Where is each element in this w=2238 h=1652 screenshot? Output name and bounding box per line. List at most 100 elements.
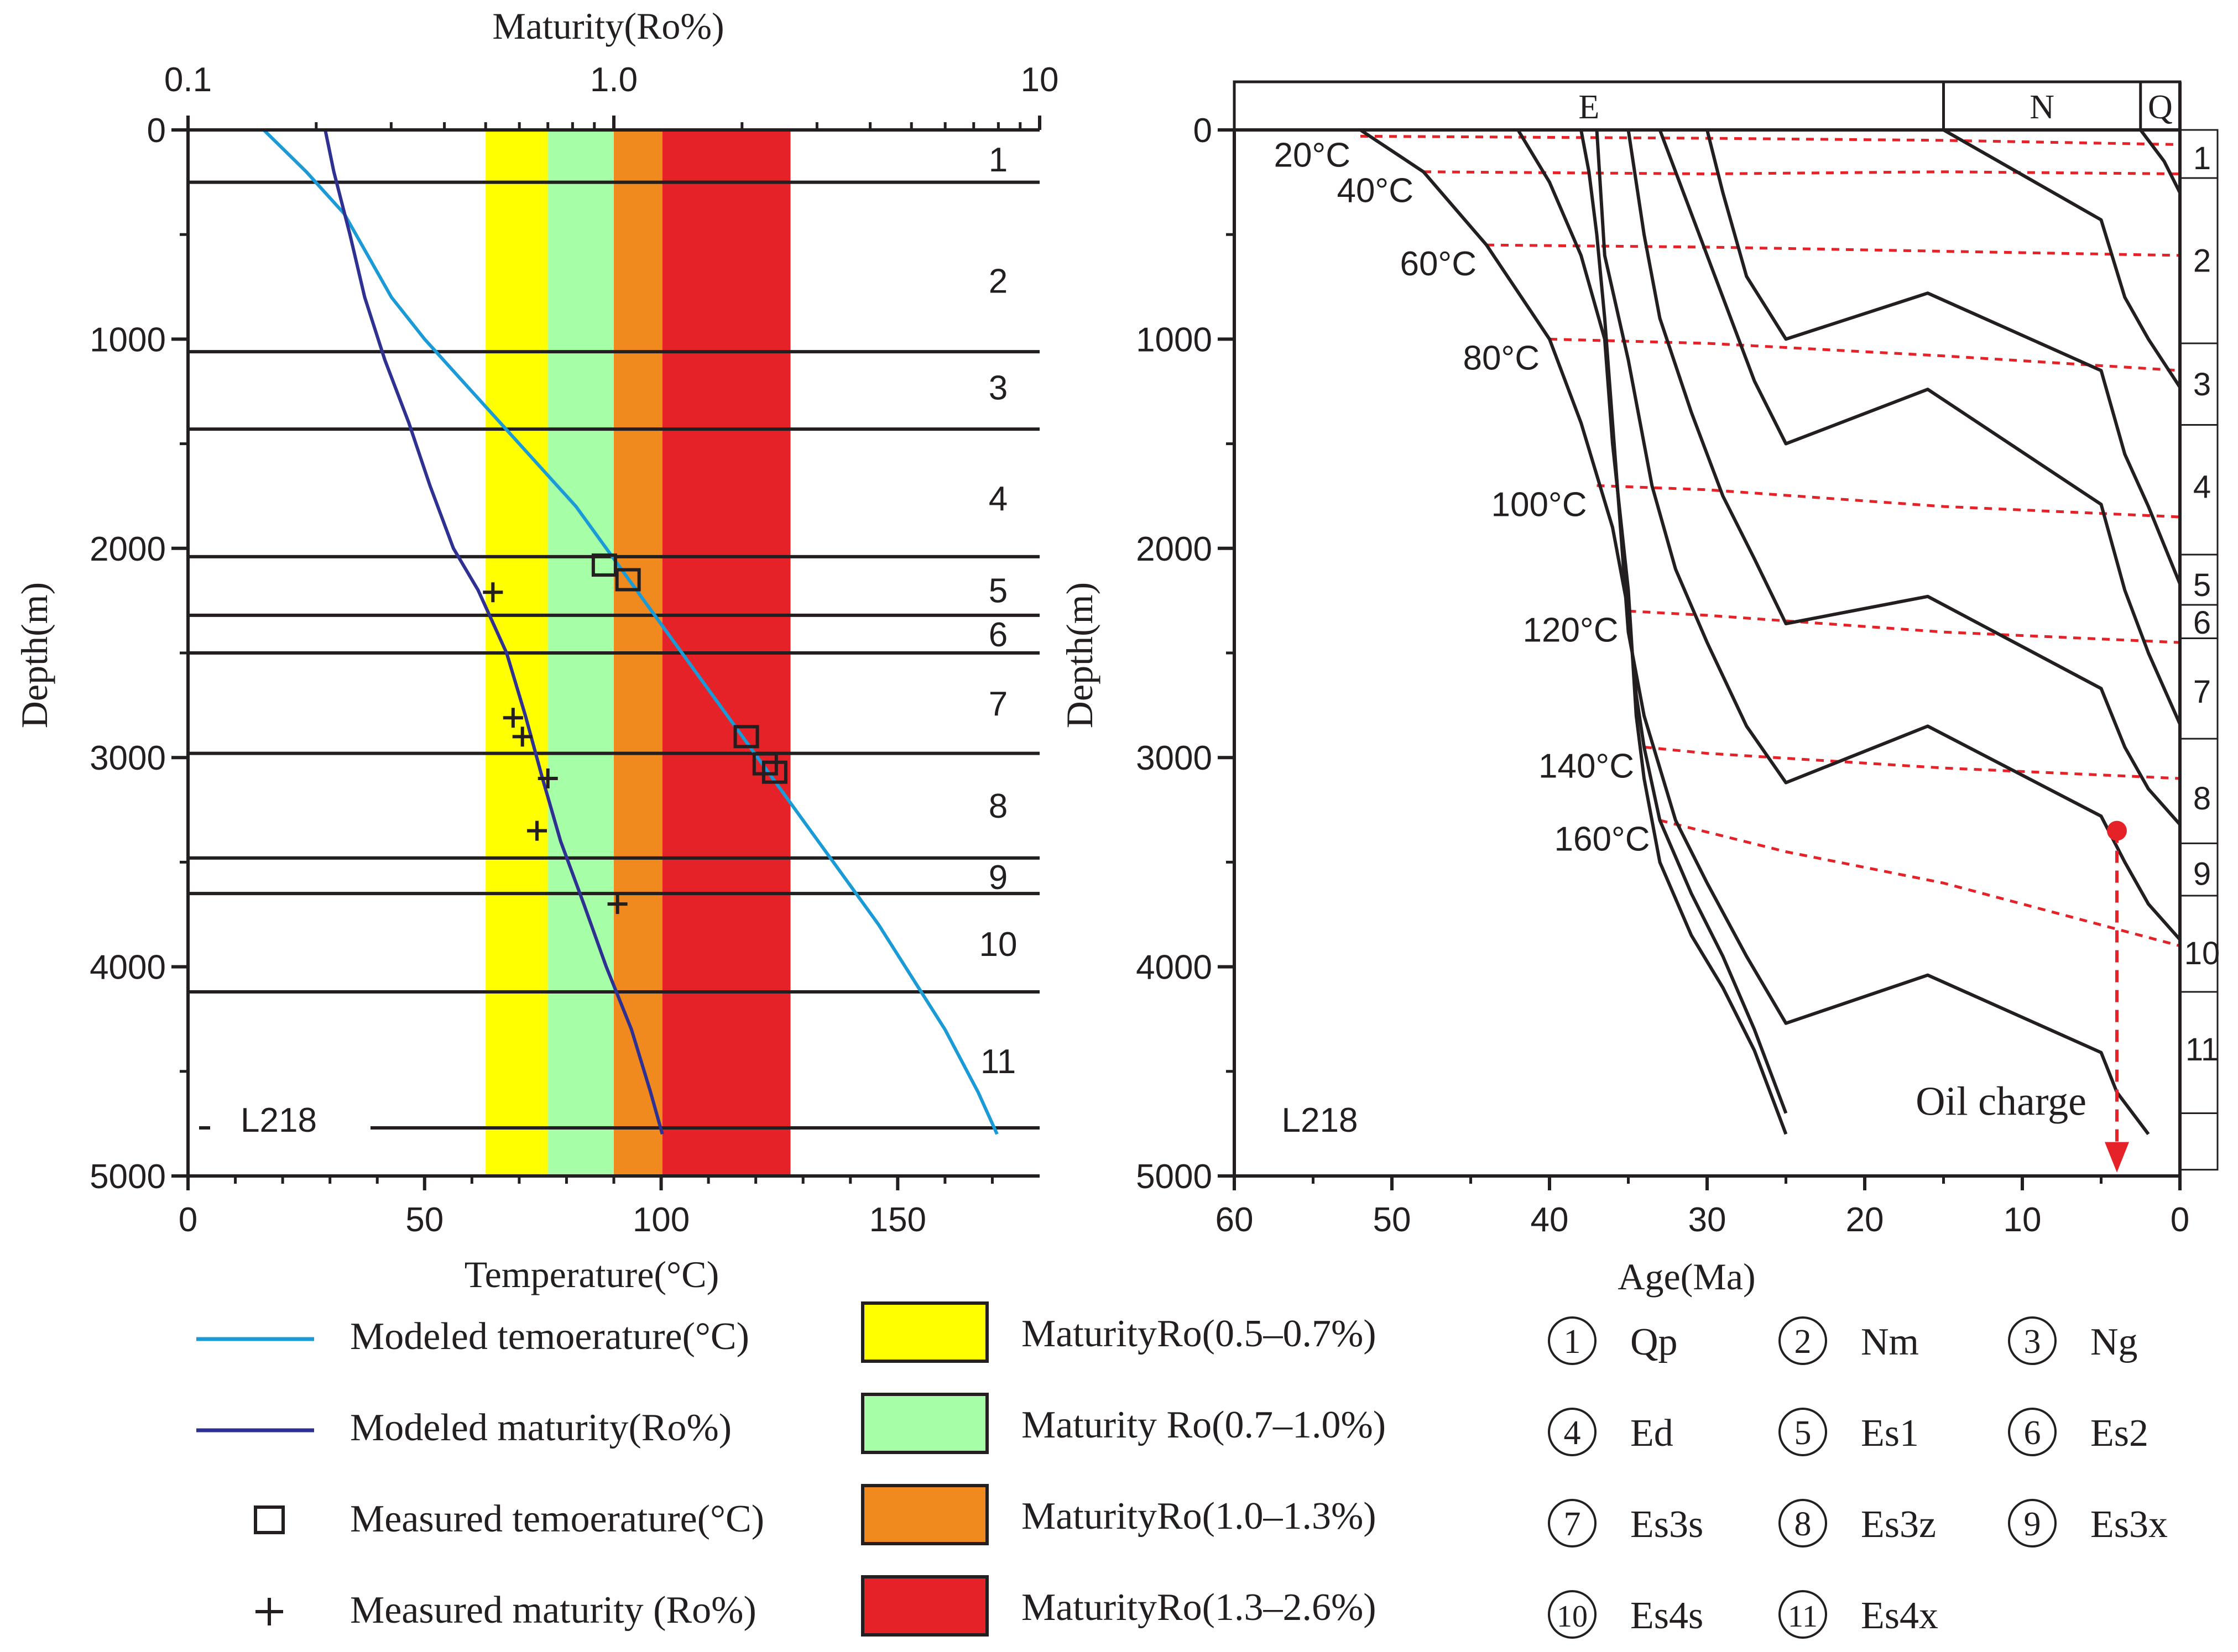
age-tick-label-50: 50 [1373,1201,1411,1239]
legend-formation-circle-2 [1778,1316,1827,1365]
legend-formation-name-11: Es4x [1861,1595,1938,1637]
measured-temperature-point-5 [761,760,787,784]
legend-formation-circle-6 [2008,1408,2057,1456]
legend-formation-circle-8 [1778,1499,1827,1548]
left-depth-axis-title: Depth(m) [13,582,55,728]
legend-formation-number-5: 5 [1794,1414,1812,1452]
isotherm-5 [1597,484,2180,519]
left-y-tick-label-3000: 3000 [90,739,166,777]
legend-formation-circle-11 [1778,1590,1827,1639]
legend-formation-number-6: 6 [2024,1414,2041,1452]
right-formation-label-8: 8 [2193,781,2211,817]
age-tick-label-60: 60 [1215,1201,1254,1239]
isotherm-label-2: 40°C [1337,172,1413,210]
measured-maturity-point-3 [512,726,533,747]
legend-band-swatch-1 [861,1301,989,1363]
right-y-tick-label-4000: 4000 [1136,949,1212,987]
maturity-tick-label-1.0: 1.0 [590,61,638,99]
legend-band-swatch-2 [861,1393,989,1454]
oil-charge-arrowhead [2105,1142,2129,1173]
legend-plus-swatch [255,1598,283,1625]
maturity-tick-label-0.1: 0.1 [164,61,212,99]
formation-label-3: 3 [989,369,1008,407]
right-well-label: L218 [1282,1101,1358,1139]
age-tick-label-10: 10 [2004,1201,2042,1239]
right-depth-axis-title: Depth(m) [1058,582,1100,728]
legend-formation-circle-4 [1548,1408,1597,1456]
formation-label-4: 4 [989,480,1008,518]
formation-label-1: 1 [989,141,1008,179]
age-tick-label-20: 20 [1846,1201,1884,1239]
left-y-tick-label-5000: 5000 [90,1158,166,1196]
right-formation-label-9: 9 [2193,856,2211,892]
temperature-tick-label-0: 0 [179,1201,197,1239]
legend-formation-circle-5 [1778,1408,1827,1456]
legend-formation-name-7: Es3s [1630,1503,1703,1546]
isotherm-8 [1659,819,2180,948]
right-y-tick-label-3000: 3000 [1136,739,1212,777]
legend-band-label-2: Maturity Ro(0.7–1.0%) [1021,1404,1386,1446]
burial-curve-5 [1626,129,2182,826]
left-chart: 1 2 3 4 5 6 7 8 9 10 11 L218 0 1000 2000 3000 4000 5000 0 5… [13,5,1058,1295]
measured-temperature-point-2 [615,568,641,592]
legend-formation-name-1: Qp [1630,1321,1678,1363]
right-formation-label-1: 1 [2193,140,2211,176]
age-tick-label-30: 30 [1688,1201,1726,1239]
burial-curve-3 [1579,129,2150,1136]
formation-label-10: 10 [979,926,1018,964]
formation-label-9: 9 [989,859,1008,897]
well-label: L218 [241,1101,317,1139]
isotherm-label-8: 160°C [1554,820,1650,859]
left-y-tick-label-1000: 1000 [90,321,166,359]
isotherm-2 [1423,170,2180,176]
legend-band-label-4: MaturityRo(1.3–2.6%) [1021,1586,1376,1629]
measured-maturity-point-2 [503,708,523,728]
legend-formation-number-7: 7 [1564,1505,1581,1543]
legend-formation-name-2: Nm [1861,1321,1919,1363]
legend-formation-number-10: 10 [1557,1599,1588,1634]
isotherm-label-3: 60°C [1400,245,1477,283]
legend-formation-name-8: Es3z [1861,1503,1936,1546]
legend-formation-circle-3 [2008,1316,2057,1365]
formation-label-8: 8 [989,787,1008,825]
burial-curve-9 [2139,129,2182,194]
right-y-tick-label-2000: 2000 [1136,530,1212,568]
burial-curve-2 [1516,129,1788,1135]
legend-line-label-3: Measured temoerature(°C) [350,1498,764,1540]
legend: Modeled temoerature(°C) Modeled maturity(… [196,1301,2168,1639]
legend-square-swatch [254,1505,285,1534]
isotherm-1 [1360,134,2180,146]
legend-formation-name-4: Ed [1630,1412,1673,1455]
formation-label-7: 7 [989,685,1008,723]
legend-formation-number-4: 4 [1564,1414,1581,1452]
age-tick-label-0: 0 [2171,1201,2189,1239]
legend-formation-number-8: 8 [1794,1505,1812,1543]
legend-formation-number-9: 9 [2024,1505,2041,1543]
measured-maturity-point-1 [483,582,503,603]
measured-maturity-point-5 [527,820,547,841]
legend-formation-circle-1 [1548,1316,1597,1365]
measured-temperature-point-1 [591,553,617,577]
temperature-tick-label-150: 150 [869,1201,926,1239]
left-y-tick-label-2000: 2000 [90,530,166,568]
right-formation-label-7: 7 [2193,674,2211,710]
formation-label-2: 2 [989,262,1008,300]
isotherm-3 [1486,243,2180,257]
burial-curve-6 [1658,129,2182,725]
isotherm-label-6: 120°C [1522,611,1618,649]
age-axis-title: Age(Ma) [1618,1256,1755,1298]
left-y-tick-label-0: 0 [147,112,166,150]
formation-column [2179,129,2219,1171]
temperature-tick-label-100: 100 [633,1201,690,1239]
measured-maturity-point-6 [607,894,628,914]
right-y-tick-label-1000: 1000 [1136,321,1212,359]
isotherm-label-7: 140°C [1538,747,1634,785]
period-label-E: E [1578,88,1599,126]
legend-formation-name-10: Es4s [1630,1595,1703,1637]
legend-formation-circle-7 [1548,1499,1597,1548]
right-y-tick-label-0: 0 [1193,112,1212,150]
legend-formation-number-1: 1 [1564,1323,1581,1361]
legend-formation-circle-10 [1548,1590,1597,1639]
